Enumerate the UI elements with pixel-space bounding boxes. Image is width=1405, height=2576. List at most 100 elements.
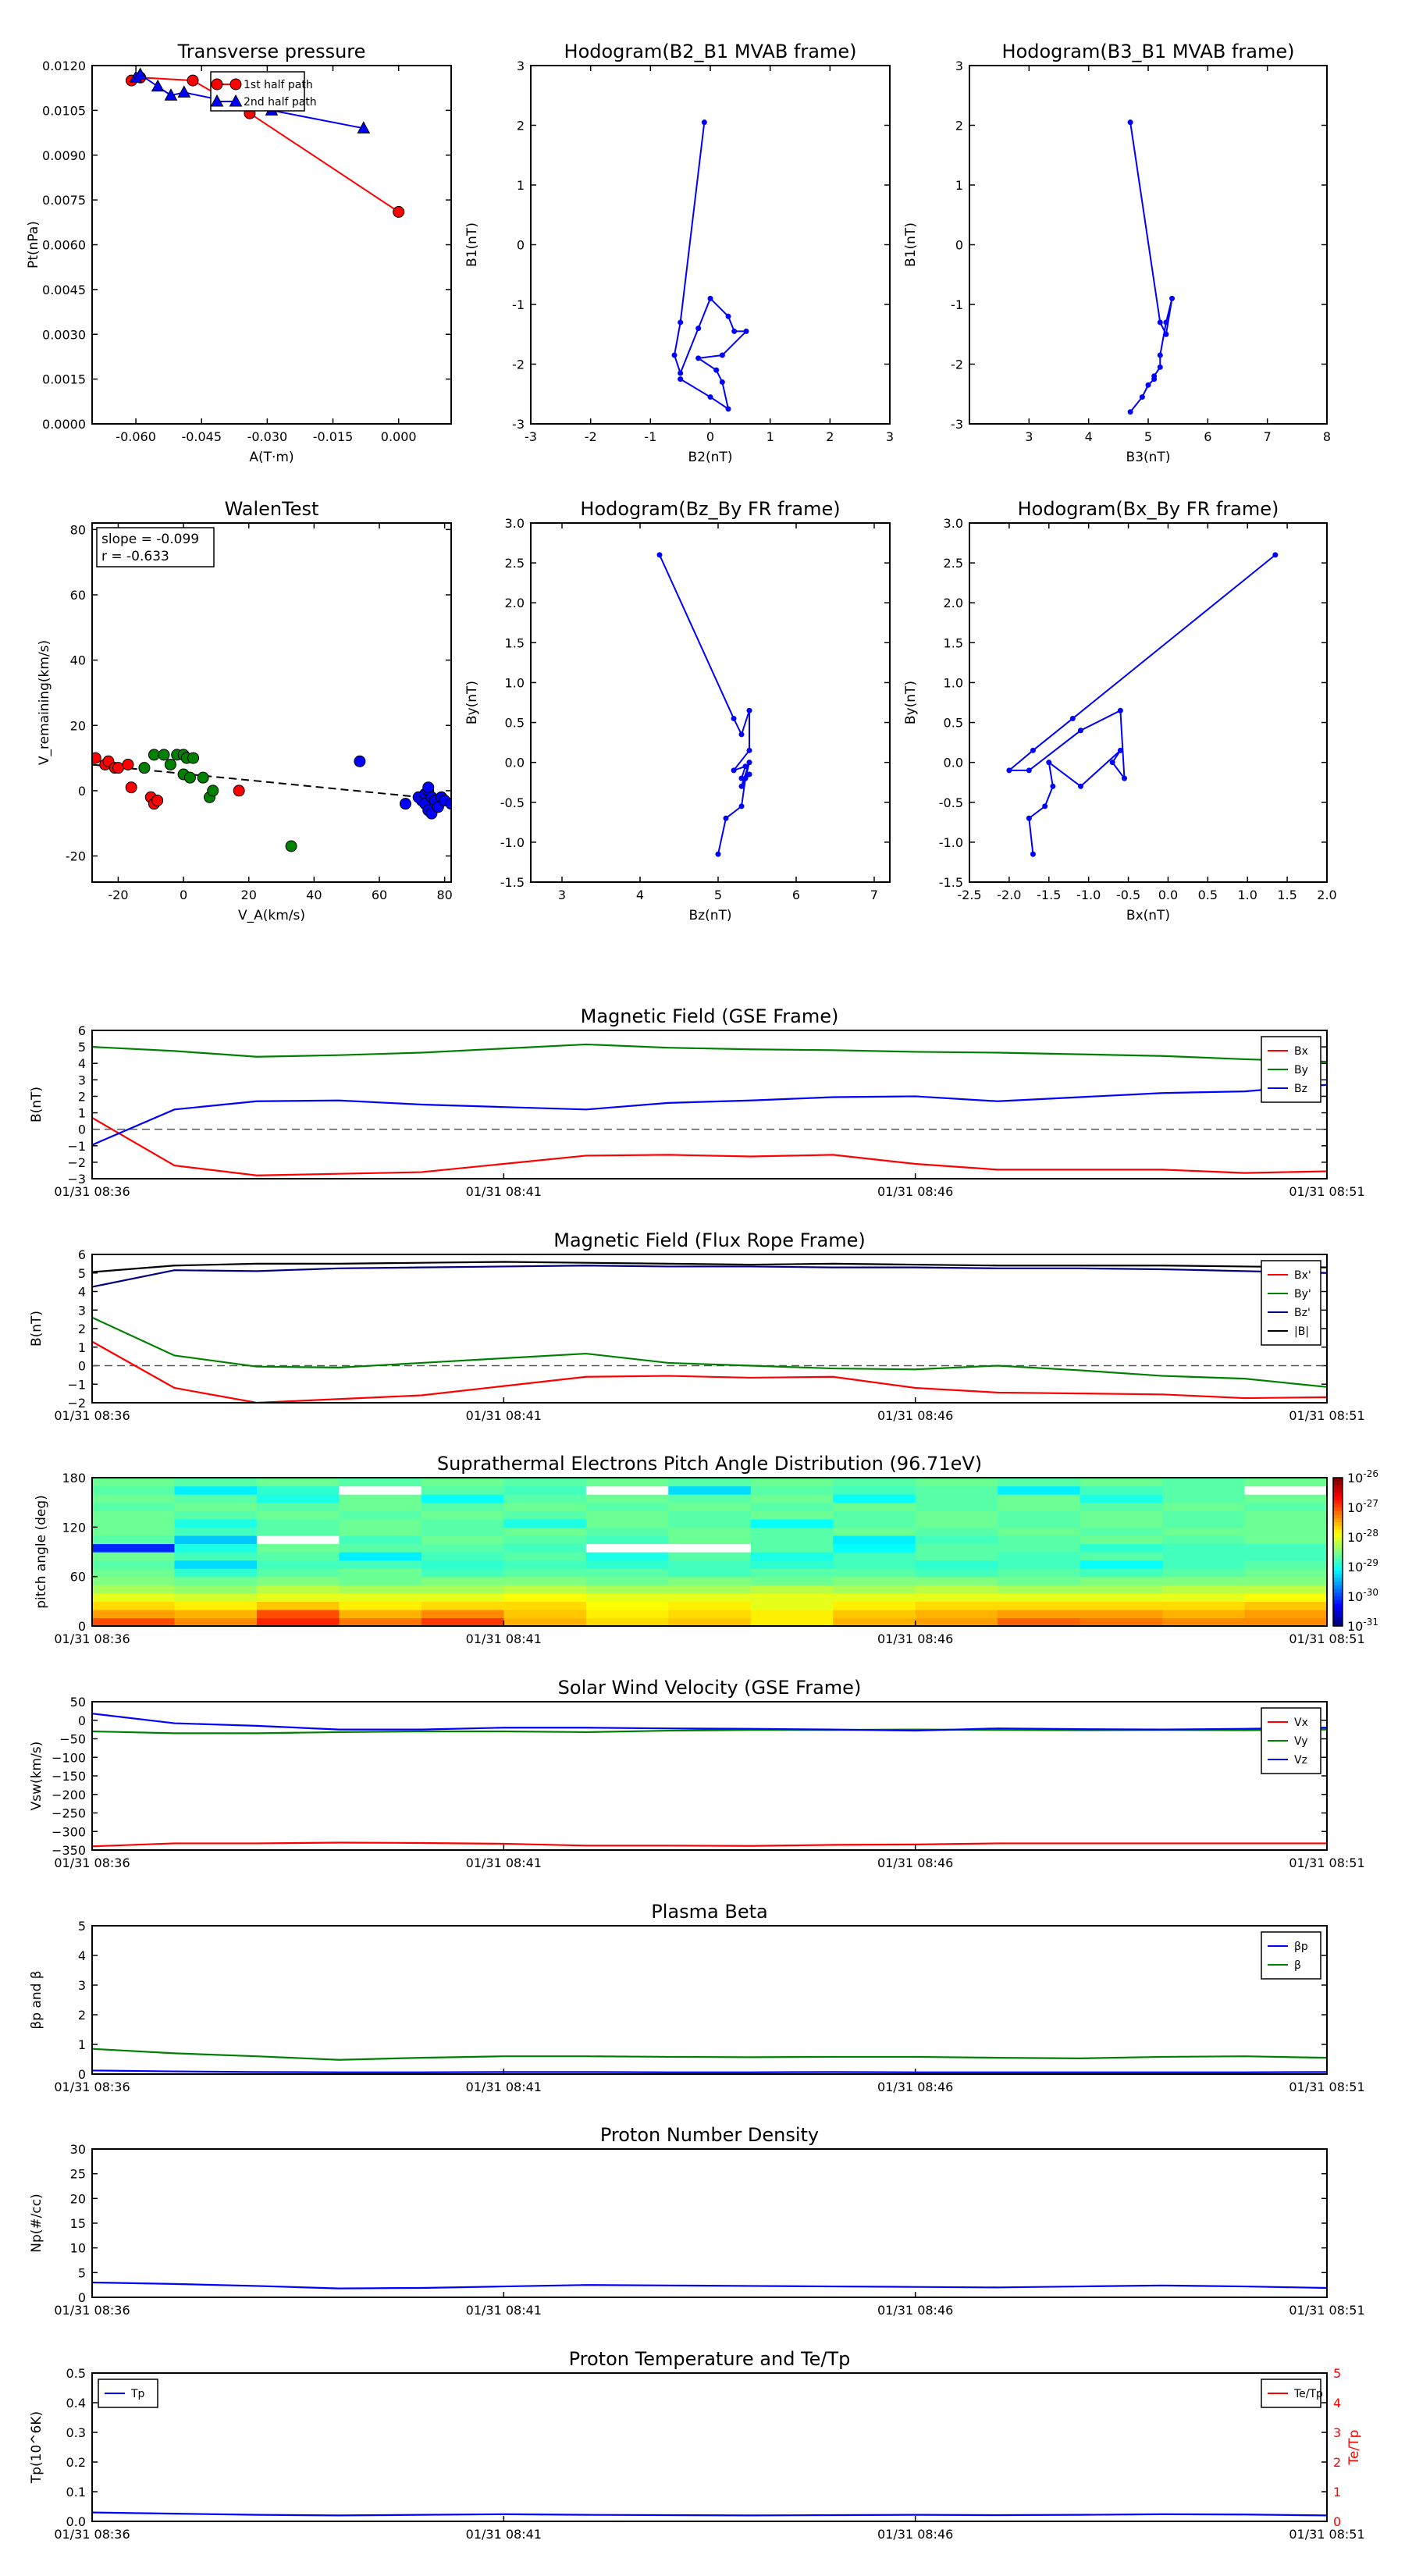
heatmap-cell	[503, 1518, 587, 1528]
heatmap-cell	[833, 1535, 916, 1545]
x-tick-label: 8	[1323, 429, 1331, 444]
heatmap-cell	[750, 1585, 834, 1594]
x-tick-label: 7	[870, 888, 878, 902]
heatmap-cell	[750, 1617, 834, 1627]
heatmap-cell	[1244, 1527, 1328, 1536]
data-point	[1127, 119, 1133, 126]
data-point	[1139, 394, 1145, 400]
heatmap-cell	[256, 1592, 340, 1602]
heatmap-cell	[1244, 1518, 1328, 1528]
heatmap-cell	[1080, 1552, 1163, 1561]
heatmap-cell	[503, 1535, 587, 1545]
data-point	[399, 798, 411, 810]
heatmap-cell	[1162, 1527, 1246, 1536]
y-tick-label: 50	[70, 1695, 86, 1710]
heatmap-cell	[750, 1568, 834, 1578]
data-point	[1026, 767, 1032, 774]
legend-label: Vy	[1294, 1735, 1308, 1748]
x-tick-label: 01/31 08:41	[466, 1184, 542, 1199]
heatmap-cell	[1162, 1592, 1246, 1602]
heatmap-cell	[750, 1510, 834, 1520]
x-tick-label: 01/31 08:51	[1289, 1408, 1364, 1423]
plot-area	[92, 1043, 1327, 1176]
x-axis-label: B2(nT)	[688, 450, 733, 465]
y-tick-label: -0.5	[500, 795, 525, 810]
heatmap-cell	[1080, 1601, 1163, 1610]
mag_gse-panel: Magnetic Field (GSE Frame) 01/31 08:36 01/…	[29, 1005, 1365, 1199]
y-tick-label: 1	[78, 1106, 86, 1121]
x-tick-label: 01/31 08:36	[54, 2303, 130, 2318]
heatmap-cell	[503, 1592, 587, 1602]
heatmap-cell	[503, 1502, 587, 1511]
axes-frame	[91, 1030, 1328, 1179]
heatmap-cell	[998, 1518, 1081, 1528]
series-line	[92, 1340, 1327, 1403]
heatmap-cell	[750, 1560, 834, 1569]
heatmap-cell	[915, 1617, 998, 1627]
heatmap-cell	[915, 1585, 998, 1594]
heatmap-cell	[915, 1568, 998, 1578]
heatmap-cell	[915, 1609, 998, 1619]
series-line	[92, 1265, 1327, 1288]
heatmap-cell	[585, 1585, 669, 1594]
x-tick-label: 01/31 08:46	[877, 2527, 953, 2542]
data-point	[746, 747, 752, 753]
series-line	[659, 554, 752, 855]
y-tick-label: 0	[955, 238, 963, 253]
axes-frame	[530, 65, 891, 425]
y-tick-label: -2	[512, 358, 525, 372]
data-point	[731, 715, 737, 721]
right-y-axis-label: Te/Tp	[1346, 2430, 1362, 2466]
heatmap-cell	[174, 1601, 258, 1610]
axes-frame	[969, 65, 1328, 425]
heatmap-cell	[174, 1543, 258, 1553]
y-tick-label: 0.0090	[42, 148, 86, 163]
colorbar-segment	[1333, 1582, 1343, 1586]
heatmap-cell	[833, 1617, 916, 1627]
colorbar-segment	[1333, 1567, 1343, 1571]
heatmap-cell	[92, 1609, 176, 1619]
heatmap-cell	[503, 1617, 587, 1627]
heatmap-cell	[421, 1592, 504, 1602]
heatmap-cell	[833, 1568, 916, 1578]
heatmap-cell	[998, 1576, 1081, 1585]
heatmap-cell	[92, 1518, 176, 1528]
heatmap-cell	[421, 1617, 504, 1627]
y-tick-label: 0.5	[66, 2366, 86, 2381]
heatmap-cell	[833, 1592, 916, 1602]
legend: Bx By Bz	[1261, 1036, 1321, 1103]
series-line	[673, 122, 749, 411]
heatmap-cell	[92, 1527, 176, 1536]
heatmap-cell	[585, 1478, 669, 1487]
data-point	[233, 785, 245, 797]
annotation-text: slope = -0.099	[101, 532, 199, 547]
y-tick-label: 0.0105	[42, 103, 86, 118]
y-tick-label: −3	[67, 1172, 86, 1187]
x-tick-label: 01/31 08:46	[877, 1184, 953, 1199]
x-tick-label: -1	[644, 429, 656, 444]
heatmap-cell	[1162, 1543, 1246, 1553]
x-tick-label: 4	[636, 888, 644, 902]
x-tick-label: 01/31 08:41	[466, 1631, 542, 1646]
heatmap-cell	[668, 1543, 752, 1553]
y-axis-label: pitch angle (deg)	[34, 1495, 49, 1609]
series-line	[92, 2069, 1327, 2073]
series-line	[1129, 122, 1173, 413]
data-point	[92, 752, 101, 764]
x-tick-label: -2	[585, 429, 597, 444]
heatmap-cell	[750, 1552, 834, 1561]
right-y-tick-label: 2	[1333, 2455, 1341, 2470]
series-line	[92, 1083, 1327, 1146]
heatmap-cell	[256, 1535, 340, 1545]
heatmap-cell	[174, 1485, 258, 1495]
heatmap-cell	[339, 1478, 422, 1487]
colorbar-segment	[1333, 1489, 1343, 1493]
y-tick-label: 2	[78, 1089, 86, 1104]
heatmap-cell	[503, 1527, 587, 1536]
heatmap-cell	[339, 1552, 422, 1561]
x-tick-label: 2	[826, 429, 834, 444]
heatmap-cell	[668, 1552, 752, 1561]
heatmap-cell	[256, 1568, 340, 1578]
heatmap-cell	[668, 1502, 752, 1511]
x-axis-label: B3(nT)	[1126, 450, 1171, 465]
